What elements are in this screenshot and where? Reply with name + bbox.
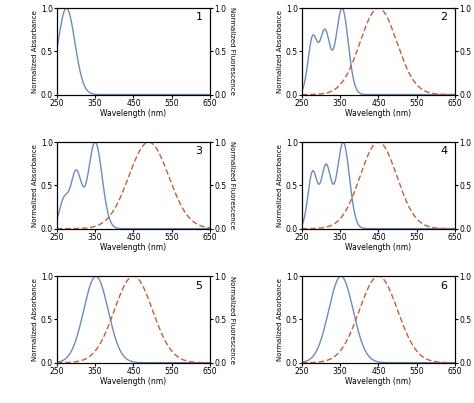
Y-axis label: Normalized Fluorescence: Normalized Fluorescence bbox=[229, 7, 235, 95]
Y-axis label: Normalized Absorbance: Normalized Absorbance bbox=[32, 144, 38, 227]
X-axis label: Wavelength (nm): Wavelength (nm) bbox=[100, 243, 166, 252]
X-axis label: Wavelength (nm): Wavelength (nm) bbox=[100, 377, 166, 386]
Text: 3: 3 bbox=[195, 146, 202, 156]
Y-axis label: Normalized Absorbance: Normalized Absorbance bbox=[277, 10, 283, 93]
Y-axis label: Normalized Fluorescence: Normalized Fluorescence bbox=[229, 276, 235, 364]
Y-axis label: Normalized Absorbance: Normalized Absorbance bbox=[32, 10, 38, 93]
Y-axis label: Normalized Absorbance: Normalized Absorbance bbox=[32, 278, 38, 361]
X-axis label: Wavelength (nm): Wavelength (nm) bbox=[100, 109, 166, 118]
Y-axis label: Normalized Absorbance: Normalized Absorbance bbox=[277, 144, 283, 227]
X-axis label: Wavelength (nm): Wavelength (nm) bbox=[346, 109, 411, 118]
Text: 4: 4 bbox=[440, 146, 447, 156]
X-axis label: Wavelength (nm): Wavelength (nm) bbox=[346, 377, 411, 386]
Y-axis label: Normalized Absorbance: Normalized Absorbance bbox=[277, 278, 283, 361]
Text: 6: 6 bbox=[440, 280, 447, 291]
Text: 1: 1 bbox=[195, 12, 202, 23]
X-axis label: Wavelength (nm): Wavelength (nm) bbox=[346, 243, 411, 252]
Text: 5: 5 bbox=[195, 280, 202, 291]
Y-axis label: Normalized Fluorescence: Normalized Fluorescence bbox=[229, 141, 235, 229]
Text: 2: 2 bbox=[440, 12, 447, 23]
